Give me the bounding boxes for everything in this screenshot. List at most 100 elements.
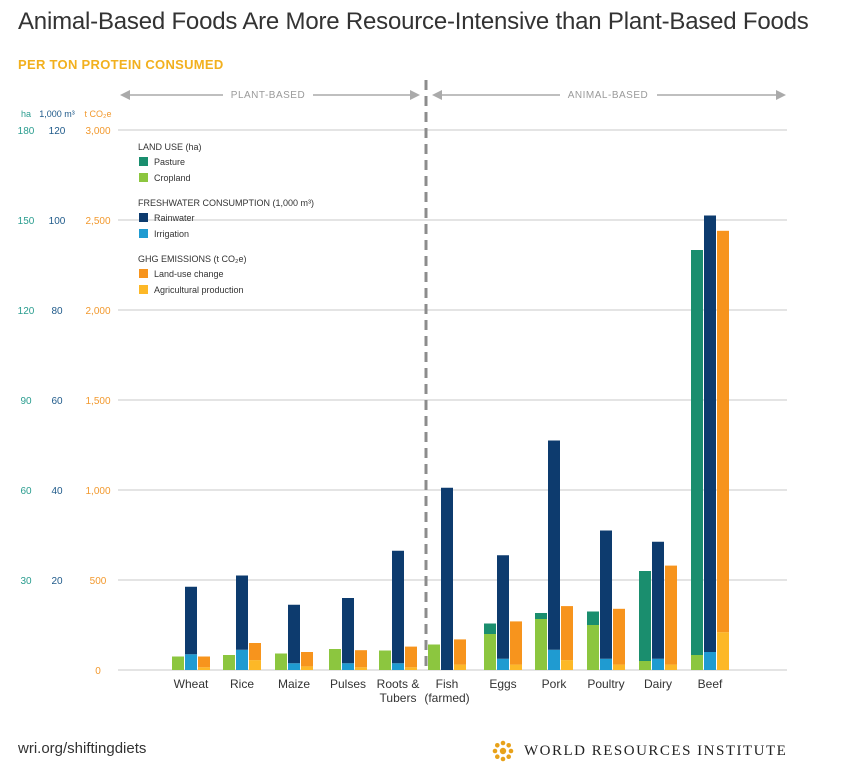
axis-tick-label: 150 — [18, 216, 35, 227]
category-label: Eggs — [489, 677, 516, 691]
bar-ghg-landuse — [355, 650, 367, 668]
bar-chart: ha 30 60 90 120 150 180 1,000 m³ 20 40 60 80 100 120 t… — [18, 80, 787, 705]
axis-unit-label: 1,000 m³ — [39, 109, 75, 119]
bar-water-irrigation — [342, 663, 354, 670]
axis-unit-label: ha — [21, 109, 31, 119]
bar-land-cropland — [639, 661, 651, 670]
category-label: Dairy — [644, 677, 672, 691]
bar-water-rainwater — [497, 555, 509, 659]
axis-tick-label: 2,000 — [85, 306, 110, 317]
bar-ghg-agricultural — [665, 664, 677, 670]
source-url: wri.org/shiftingdiets — [18, 740, 147, 757]
bar-ghg-landuse — [717, 230, 729, 633]
bar-land-cropland — [691, 655, 703, 670]
axis-tick-label: 80 — [51, 306, 63, 317]
bar-water-irrigation — [236, 649, 248, 670]
bar-land-pasture — [535, 613, 547, 619]
bar-ghg-agricultural — [561, 660, 573, 670]
category-label: Rice — [230, 677, 254, 691]
bar-ghg-agricultural — [613, 664, 625, 670]
bar-land-cropland — [223, 655, 235, 670]
legend-heading: GHG EMISSIONS (t CO₂e) — [138, 254, 247, 264]
bar-land-pasture — [587, 611, 599, 625]
category-label: Poultry — [587, 677, 624, 691]
bar-land-cropland — [428, 644, 440, 670]
bar-ghg-landuse — [665, 565, 677, 665]
bar-water-rainwater — [600, 530, 612, 659]
legend-swatch — [139, 213, 148, 222]
bar-land-pasture — [639, 571, 651, 661]
bar-water-rainwater — [342, 598, 354, 664]
axis-tick-label: 30 — [20, 576, 32, 587]
bar-water-rainwater — [652, 541, 664, 659]
bar-ghg-landuse — [301, 652, 313, 667]
axis-tick-label: 20 — [51, 576, 63, 587]
chart-subtitle: PER TON PROTEIN CONSUMED — [18, 57, 224, 72]
bar-ghg-landuse — [249, 643, 261, 661]
legend-label: Irrigation — [154, 229, 189, 239]
legend-swatch — [139, 157, 148, 166]
bar-ghg-agricultural — [405, 667, 417, 670]
bar-ghg-agricultural — [301, 666, 313, 670]
bar-land-cropland — [172, 656, 184, 670]
category-label: Pulses — [330, 677, 366, 691]
legend-label: Rainwater — [154, 213, 195, 223]
axis-tick-label: 180 — [18, 126, 35, 137]
bar-water-rainwater — [548, 440, 560, 650]
bar-land-pasture — [484, 623, 496, 634]
axis-tick-label: 60 — [51, 396, 63, 407]
axis-tick-label: 500 — [90, 576, 107, 587]
bar-water-irrigation — [548, 649, 560, 670]
bar-water-irrigation — [185, 654, 197, 670]
bar-ghg-landuse — [454, 639, 466, 665]
bar-land-cropland — [587, 625, 599, 670]
category-label: Roots & Tubers — [377, 677, 420, 705]
legend-swatch — [139, 173, 148, 182]
bar-water-irrigation — [392, 663, 404, 670]
axis-tick-label: 2,500 — [85, 216, 110, 227]
bar-water-irrigation — [652, 658, 664, 670]
legend-label: Pasture — [154, 157, 185, 167]
bar-ghg-agricultural — [249, 660, 261, 670]
category-label: Pork — [542, 677, 568, 691]
bar-water-irrigation — [288, 663, 300, 670]
legend-swatch — [139, 229, 148, 238]
bar-water-rainwater — [288, 604, 300, 664]
bar-ghg-agricultural — [717, 632, 729, 670]
bar-water-rainwater — [392, 550, 404, 664]
wri-sun-icon — [492, 740, 514, 762]
axis-tick-label: 1,500 — [85, 396, 110, 407]
bar-ghg-agricultural — [454, 664, 466, 670]
wri-name: WORLD RESOURCES INSTITUTE — [524, 742, 788, 759]
axis-unit-label: t CO₂e — [85, 109, 112, 119]
bar-water-irrigation — [704, 652, 716, 670]
plant-group-label: PLANT-BASED — [231, 90, 305, 101]
bar-ghg-agricultural — [355, 667, 367, 670]
bar-land-cropland — [329, 649, 341, 670]
bar-land-cropland — [275, 653, 287, 670]
legend-label: Agricultural production — [154, 285, 244, 295]
bar-water-rainwater — [236, 575, 248, 650]
bar-ghg-landuse — [405, 646, 417, 668]
axis-tick-label: 1,000 — [85, 486, 110, 497]
bar-land-cropland — [535, 619, 547, 670]
bar-ghg-landuse — [613, 608, 625, 665]
legend-label: Cropland — [154, 173, 191, 183]
category-label: Beef — [698, 677, 723, 691]
axis-tick-label: 90 — [20, 396, 32, 407]
legend-heading: LAND USE (ha) — [138, 142, 202, 152]
chart-title: Animal-Based Foods Are More Resource-Int… — [18, 8, 809, 35]
bar-ghg-landuse — [198, 656, 210, 668]
axis-tick-label: 3,000 — [85, 126, 110, 137]
bar-ghg-agricultural — [510, 664, 522, 670]
bar-water-rainwater — [441, 487, 453, 670]
axis-tick-label: 60 — [20, 486, 32, 497]
category-label: Fish (farmed) — [424, 677, 469, 705]
legend-heading: FRESHWATER CONSUMPTION (1,000 m³) — [138, 198, 314, 208]
bar-water-irrigation — [497, 658, 509, 670]
bar-land-cropland — [484, 634, 496, 670]
bar-ghg-landuse — [510, 621, 522, 665]
bar-ghg-landuse — [561, 606, 573, 661]
category-label: Maize — [278, 677, 310, 691]
bar-land-cropland — [379, 650, 391, 670]
